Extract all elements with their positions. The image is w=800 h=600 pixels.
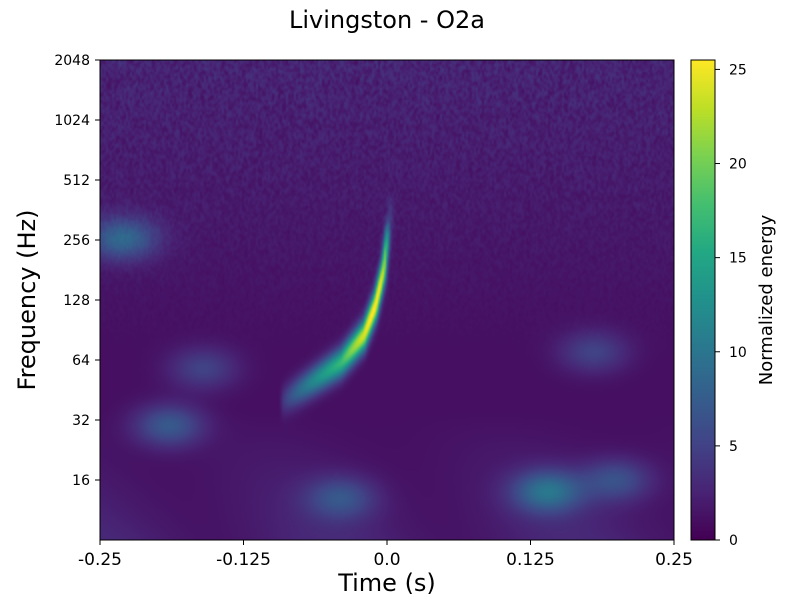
heatmap-image <box>100 60 674 540</box>
y-tick-label: 128 <box>63 293 90 309</box>
colorbar-tick-label: 10 <box>729 345 747 361</box>
colorbar-gradient <box>691 60 715 540</box>
y-axis-label: Frequency (Hz) <box>13 210 41 391</box>
colorbar-tick-label: 25 <box>729 62 747 78</box>
x-tick-label: -0.25 <box>78 550 122 570</box>
y-tick-label: 32 <box>72 413 90 429</box>
x-tick-label: -0.125 <box>216 550 271 570</box>
colorbar: 0 5 10 15 20 25 Normalized energy <box>690 59 777 549</box>
colorbar-tick-label: 0 <box>729 533 738 549</box>
y-tick-label: 16 <box>72 473 90 489</box>
x-axis-label: Time (s) <box>337 569 436 597</box>
colorbar-label: Normalized energy <box>756 214 777 385</box>
chart-title: Livingston - O2a <box>289 6 485 34</box>
colorbar-tick-label: 5 <box>729 439 738 455</box>
x-tick-label: 0.25 <box>655 550 693 570</box>
y-tick-label: 2048 <box>54 53 90 69</box>
y-tick-label: 512 <box>63 173 90 189</box>
x-tick-label: 0.0 <box>373 550 400 570</box>
colorbar-ticks: 0 5 10 15 20 25 <box>715 62 747 549</box>
colorbar-tick-label: 20 <box>729 157 747 173</box>
x-axis: -0.25 -0.125 0.0 0.125 0.25 <box>78 540 693 570</box>
colorbar-tick-label: 15 <box>729 251 747 267</box>
y-tick-label: 64 <box>72 353 90 369</box>
y-tick-label: 256 <box>63 233 90 249</box>
y-tick-label: 1024 <box>54 113 90 129</box>
plot-area <box>99 59 675 541</box>
x-tick-label: 0.125 <box>506 550 555 570</box>
colorbar-frame <box>690 59 716 541</box>
y-axis: 16 32 64 128 256 512 1024 2048 <box>54 53 100 489</box>
